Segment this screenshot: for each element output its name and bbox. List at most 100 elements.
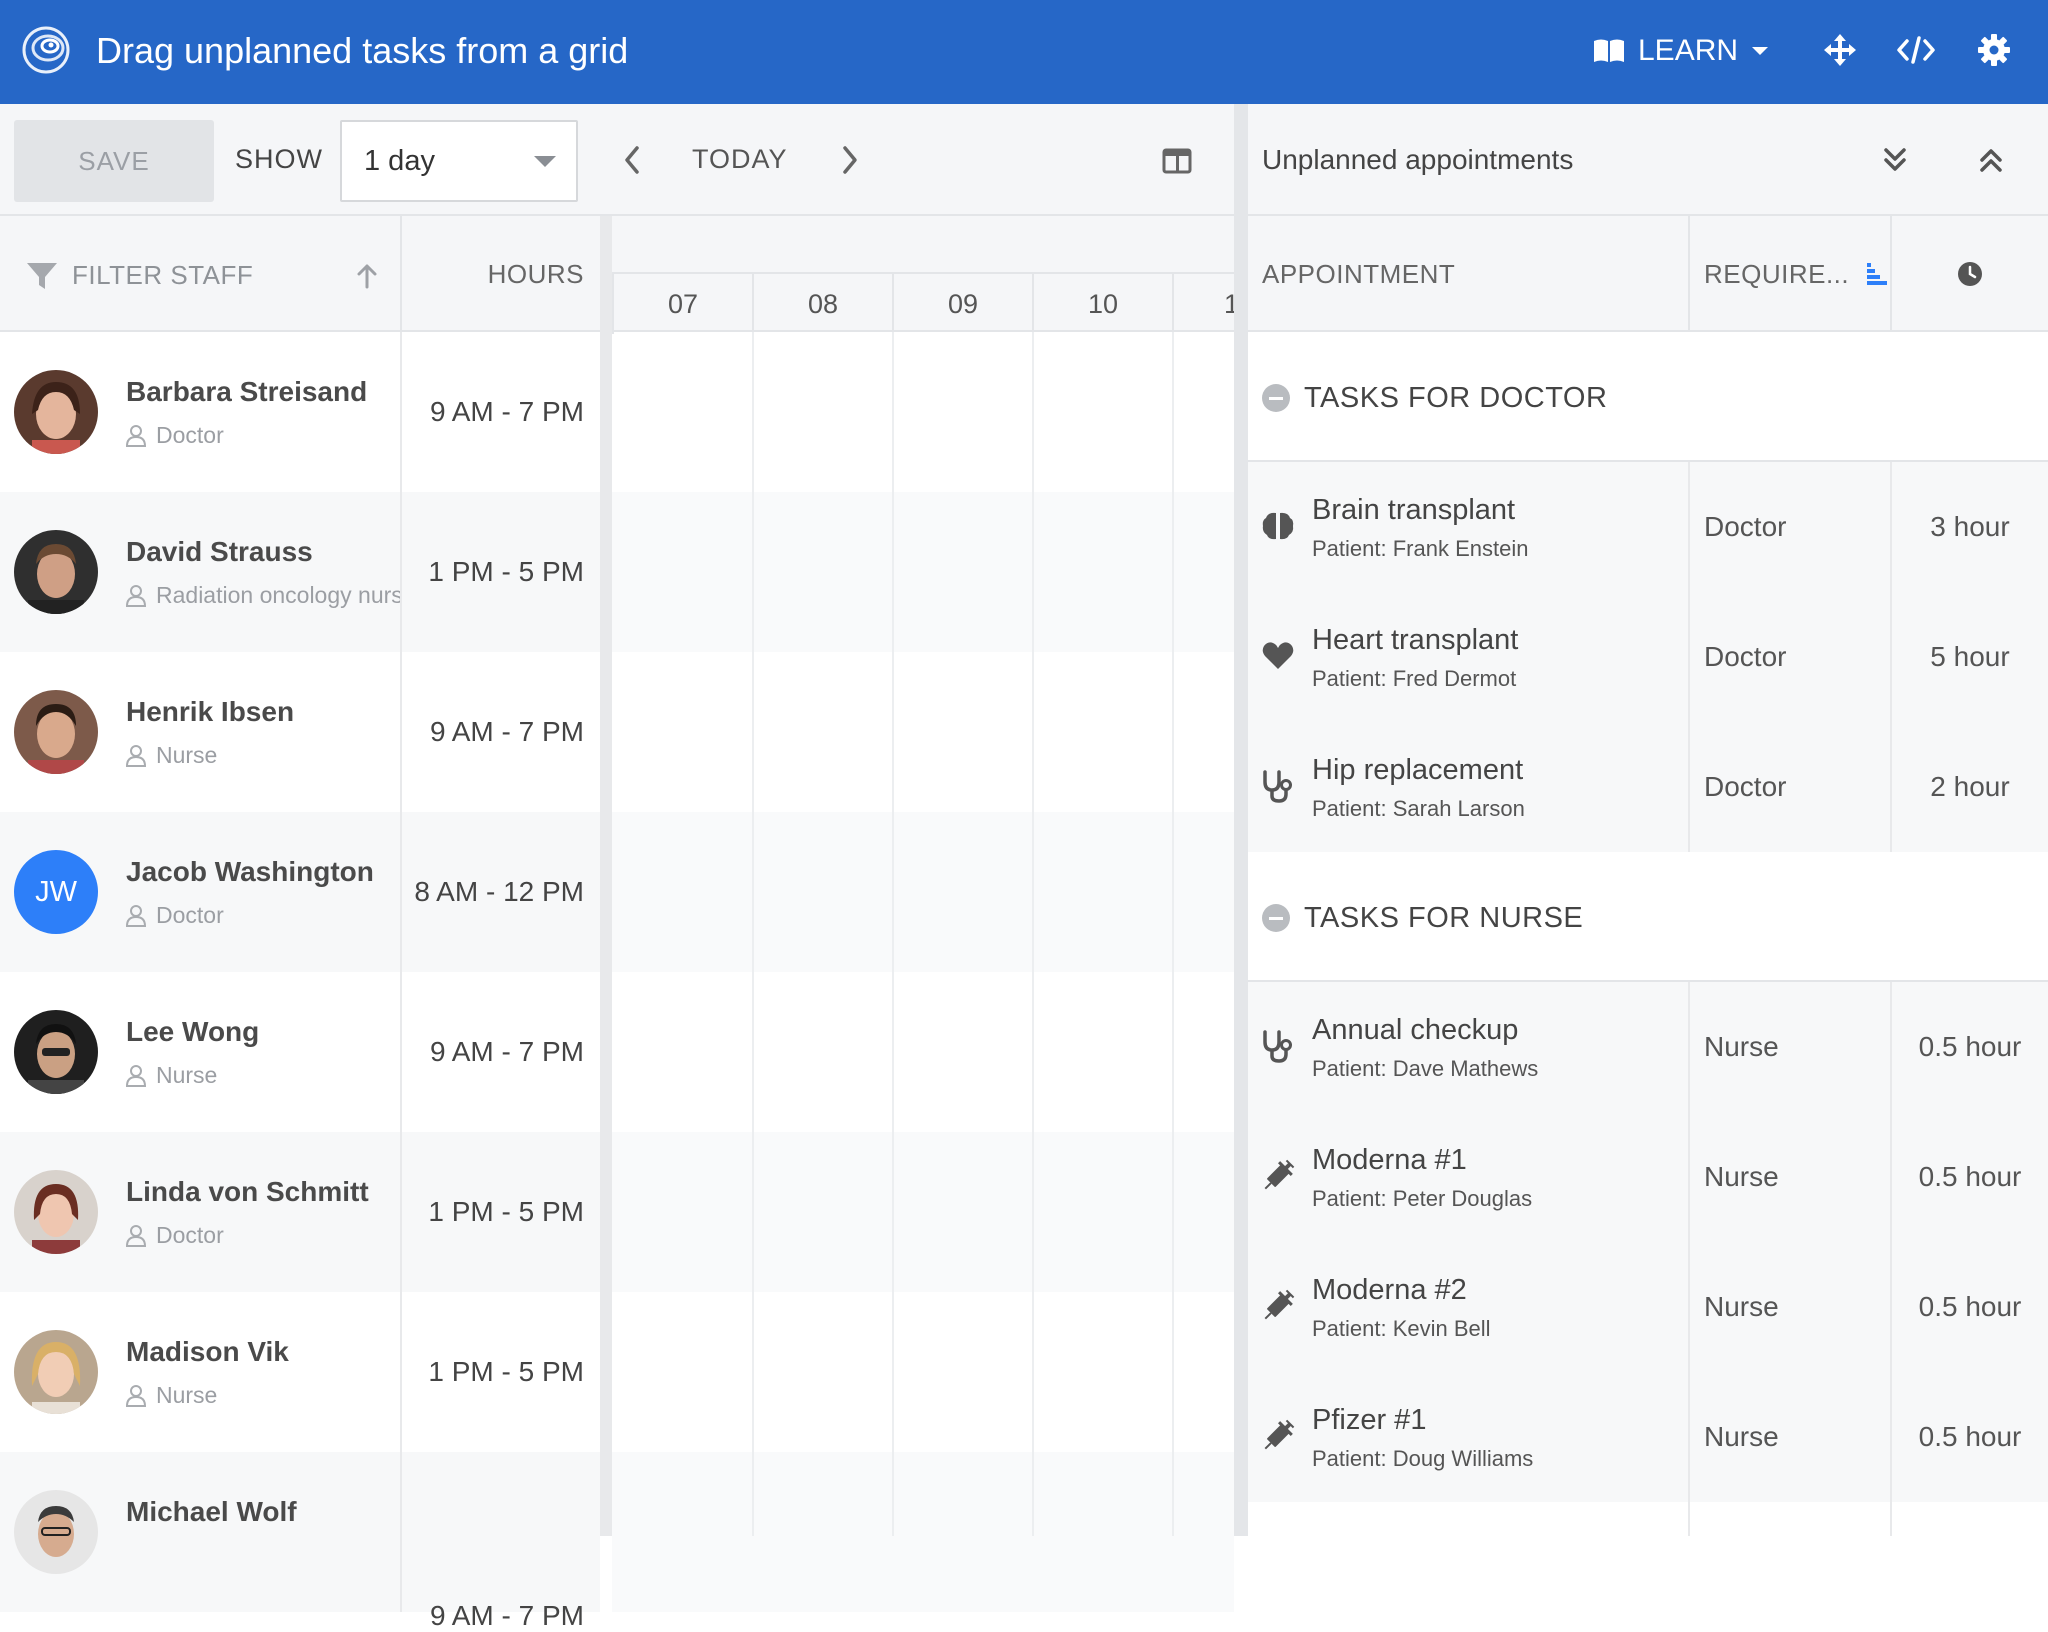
panel-splitter[interactable]: [1234, 104, 1248, 1536]
code-icon[interactable]: [1896, 30, 1936, 70]
task-required-role: Nurse: [1688, 1242, 1890, 1372]
gear-icon[interactable]: [1974, 30, 2014, 70]
page-title: Drag unplanned tasks from a grid: [96, 30, 629, 71]
collapse-all-icon[interactable]: [1974, 142, 2008, 178]
task-name: Brain transplant: [1312, 494, 1516, 526]
task-required-role: Doctor: [1688, 462, 1890, 592]
avatar: [14, 1490, 98, 1574]
staff-row[interactable]: Madison Vik Nurse 1 PM - 5 PM: [0, 1292, 1234, 1452]
avatar: [14, 1170, 98, 1254]
staff-row[interactable]: JW Jacob Washington Doctor 8 AM - 12 PM: [0, 812, 1234, 972]
task-name: Hip replacement: [1312, 754, 1524, 786]
staff-hours: 9 AM - 7 PM: [400, 652, 600, 812]
hour-gridline: [892, 332, 894, 1536]
user-icon: [126, 424, 146, 447]
hour-gridline: [1032, 332, 1034, 1536]
task-patient: Patient: Fred Dermot: [1312, 666, 1517, 691]
hours-column-header[interactable]: HOURS: [400, 216, 600, 332]
collapse-group-icon[interactable]: [1262, 904, 1290, 932]
staff-row[interactable]: David Strauss Radiation oncology nurse 1…: [0, 492, 1234, 652]
staff-row[interactable]: Linda von Schmitt Doctor 1 PM - 5 PM: [0, 1132, 1234, 1292]
caret-down-icon: [534, 156, 556, 167]
range-select-value: 1 day: [364, 144, 435, 177]
task-required-role: Nurse: [1688, 1112, 1890, 1242]
group-header[interactable]: TASKS FOR NURSE: [1248, 852, 2048, 982]
staff-row[interactable]: Barbara Streisand Doctor 9 AM - 7 PM: [0, 332, 1234, 492]
task-required-role: Nurse: [1688, 982, 1890, 1112]
heart-icon: [1262, 642, 1294, 669]
staff-row[interactable]: Lee Wong Nurse 9 AM - 7 PM: [0, 972, 1234, 1132]
schedule-cell[interactable]: [612, 1132, 1234, 1292]
task-duration: 0.5 hour: [1890, 982, 2048, 1112]
group-label: TASKS FOR NURSE: [1304, 902, 1584, 934]
task-row[interactable]: Brain transplant Patient: Frank Enstein …: [1248, 462, 2048, 592]
schedule-cell[interactable]: [612, 652, 1234, 812]
show-label: SHOW: [235, 144, 323, 174]
staff-hours: 1 PM - 5 PM: [400, 1132, 600, 1292]
learn-label: LEARN: [1638, 34, 1739, 67]
staff-row[interactable]: Henrik Ibsen Nurse 9 AM - 7 PM: [0, 652, 1234, 812]
next-date-button[interactable]: [832, 138, 868, 182]
user-icon: [126, 1384, 146, 1407]
staff-role: Nurse: [126, 1062, 217, 1089]
avatar: [14, 1010, 98, 1094]
staff-hours: 9 AM - 7 PM: [400, 972, 600, 1132]
task-row[interactable]: Heart transplant Patient: Fred Dermot Do…: [1248, 592, 2048, 722]
hour-gridline: [752, 332, 754, 1536]
task-row[interactable]: Annual checkup Patient: Dave Mathews Nur…: [1248, 982, 2048, 1112]
sort-bars-icon: [1867, 263, 1888, 285]
previous-date-button[interactable]: [614, 138, 650, 182]
filter-staff-field[interactable]: FILTER STAFF: [26, 260, 253, 291]
schedule-cell[interactable]: [612, 492, 1234, 652]
staff-role: Nurse: [126, 1382, 217, 1409]
task-patient: Patient: Frank Enstein: [1312, 536, 1529, 561]
staff-hours-text: 9 AM - 7 PM: [429, 1600, 584, 1631]
unplanned-grid-header: APPOINTMENT REQUIRE...: [1248, 216, 2048, 332]
today-button[interactable]: TODAY: [692, 144, 788, 174]
task-row[interactable]: Pfizer #1 Patient: Doug Williams Nurse 0…: [1248, 1372, 2048, 1502]
task-required-role: Nurse: [1688, 1372, 1890, 1502]
duration-column-header[interactable]: [1890, 216, 2048, 332]
range-select[interactable]: 1 day: [340, 120, 578, 202]
schedule-cell[interactable]: [612, 1292, 1234, 1452]
schedule-cell[interactable]: [612, 972, 1234, 1132]
learn-menu-button[interactable]: LEARN: [1592, 34, 1770, 68]
staff-hours: 8 AM - 12 PM: [400, 812, 600, 972]
unplanned-panel-title: Unplanned appointments: [1262, 144, 1574, 175]
task-required-cell: [1688, 1502, 1890, 1536]
task-row[interactable]: [1248, 1502, 2048, 1536]
task-row[interactable]: Moderna #1 Patient: Peter Douglas Nurse …: [1248, 1112, 2048, 1242]
grid-splitter[interactable]: [600, 216, 612, 1536]
task-patient: Patient: Kevin Bell: [1312, 1316, 1491, 1341]
sort-ascending-icon[interactable]: [354, 262, 380, 290]
split-view-icon[interactable]: [1162, 148, 1192, 174]
group-header[interactable]: TASKS FOR DOCTOR: [1248, 332, 2048, 462]
user-icon: [126, 1064, 146, 1087]
appointment-column-header[interactable]: APPOINTMENT: [1262, 258, 1456, 289]
task-row[interactable]: Hip replacement Patient: Sarah Larson Do…: [1248, 722, 2048, 852]
staff-role-label: Nurse: [156, 1062, 218, 1088]
staff-name: David Strauss: [126, 536, 313, 567]
staff-row[interactable]: Michael Wolf 9 AM - 7 PM: [0, 1452, 1234, 1631]
move-icon[interactable]: [1820, 30, 1860, 70]
staff-role: Radiation oncology nurse: [126, 582, 400, 609]
avatar: [14, 1330, 98, 1414]
expand-all-icon[interactable]: [1878, 142, 1912, 178]
task-row[interactable]: Moderna #2 Patient: Kevin Bell Nurse 0.5…: [1248, 1242, 2048, 1372]
staff-role: Doctor: [126, 902, 224, 929]
filter-staff-label: FILTER STAFF: [72, 260, 254, 290]
clock-icon: [1958, 262, 1982, 286]
save-button[interactable]: SAVE: [14, 120, 214, 202]
required-column-header[interactable]: REQUIRE...: [1688, 216, 1890, 332]
task-required-role: Doctor: [1688, 722, 1890, 852]
schedule-cell[interactable]: [612, 812, 1234, 972]
schedule-cell[interactable]: [612, 332, 1234, 492]
staff-name: Barbara Streisand: [126, 376, 368, 407]
user-icon: [126, 584, 146, 607]
schedule-cell[interactable]: [612, 1452, 1234, 1612]
staff-hours: 1 PM - 5 PM: [400, 1292, 600, 1452]
collapse-group-icon[interactable]: [1262, 384, 1290, 412]
avatar: [14, 370, 98, 454]
staff-role-label: Nurse: [156, 1382, 218, 1408]
staff-role-label: Nurse: [156, 742, 218, 768]
